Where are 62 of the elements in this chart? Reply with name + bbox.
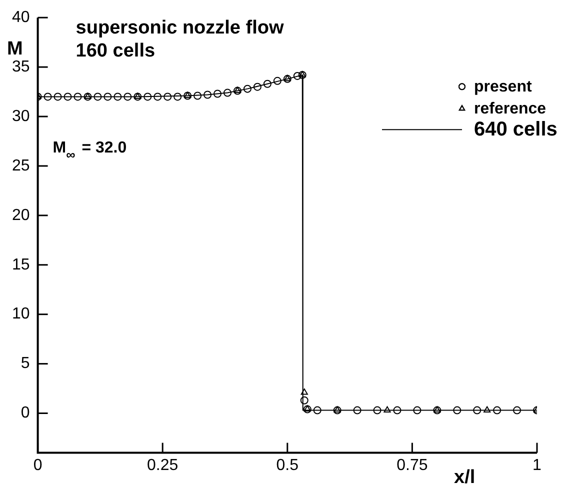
point xyxy=(94,92,102,101)
y-tick-label: 35 xyxy=(12,58,30,76)
point xyxy=(54,92,62,101)
y-tick-label: 15 xyxy=(12,256,30,274)
point xyxy=(293,72,302,80)
point xyxy=(413,406,422,414)
point xyxy=(184,92,192,98)
point xyxy=(393,406,402,414)
point xyxy=(453,406,462,414)
y-axis-title: M xyxy=(7,38,23,60)
point xyxy=(74,92,82,101)
point xyxy=(154,92,162,101)
y-tick-label: 30 xyxy=(12,108,30,125)
point xyxy=(134,92,142,101)
point xyxy=(313,406,322,414)
legend-label: present xyxy=(474,78,532,96)
point xyxy=(104,92,112,101)
y-tick-label: 5 xyxy=(20,355,30,372)
x-tick-label: 0.75 xyxy=(396,456,428,474)
point xyxy=(300,396,308,404)
point xyxy=(223,88,232,97)
point xyxy=(484,406,491,413)
point xyxy=(373,406,382,414)
point xyxy=(214,90,222,98)
x-tick-label: 0.5 xyxy=(276,456,299,474)
legend-label: 640 cells xyxy=(474,118,558,141)
text: 160 cells xyxy=(76,40,156,62)
point xyxy=(144,92,152,101)
point xyxy=(204,90,212,99)
point xyxy=(114,92,122,101)
point xyxy=(124,92,132,101)
point xyxy=(64,92,72,101)
point xyxy=(44,92,52,101)
point xyxy=(493,406,502,414)
point xyxy=(194,92,202,100)
point xyxy=(164,92,172,101)
point xyxy=(353,406,362,414)
y-tick-label: 40 xyxy=(12,9,30,26)
x-tick-label: 1 xyxy=(532,456,542,474)
x-axis-title: x/l xyxy=(454,466,476,488)
y-tick-label: 20 xyxy=(12,206,30,224)
point xyxy=(473,406,482,414)
point xyxy=(253,82,262,91)
y-tick-label: 10 xyxy=(12,306,30,323)
annotation: M∞ = 32.0 xyxy=(52,140,127,162)
x-tick-label: 0.25 xyxy=(147,456,178,474)
point xyxy=(273,76,282,85)
point xyxy=(243,84,252,93)
y-tick-label: 0 xyxy=(20,404,30,422)
point xyxy=(513,406,522,414)
chart-title: supersonic nozzle flow xyxy=(76,18,284,39)
point xyxy=(384,406,391,413)
point xyxy=(300,388,308,395)
y-tick-label: 25 xyxy=(12,157,30,174)
point xyxy=(84,92,92,101)
point xyxy=(174,92,182,101)
point xyxy=(84,92,92,99)
legend-label: reference xyxy=(474,100,546,118)
point xyxy=(184,92,192,100)
point xyxy=(134,92,142,99)
x-tick-label: 0 xyxy=(33,456,42,474)
point xyxy=(263,80,272,88)
